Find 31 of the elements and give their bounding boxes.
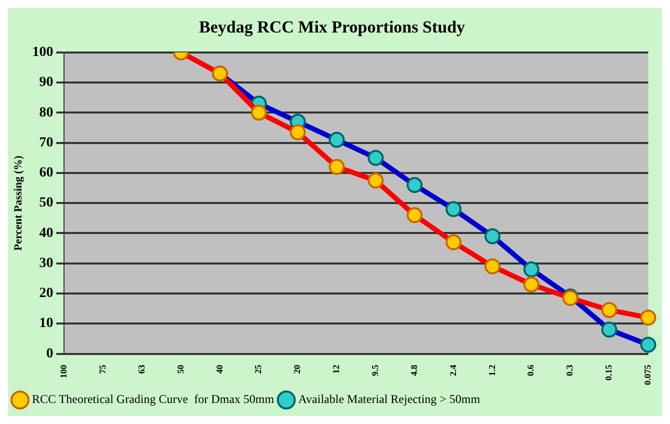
- y-tick-label: 90: [39, 75, 54, 90]
- x-tick-label: 1.2: [486, 364, 497, 376]
- y-tick-label: 50: [39, 196, 54, 211]
- y-axis-title: Percent Passing (%): [12, 155, 24, 251]
- x-tick-label: 63: [136, 364, 146, 374]
- y-tick-label: 0: [46, 346, 54, 362]
- x-tick-label: 9.5: [370, 364, 380, 376]
- chart-title: Beydag RCC Mix Proportions Study: [198, 18, 466, 37]
- x-tick-label: 20: [292, 364, 302, 374]
- x-tick-label: 0.6: [526, 364, 536, 376]
- x-tick-label: 100: [58, 364, 69, 378]
- y-tick-label: 40: [39, 226, 54, 241]
- y-tick-label: 10: [39, 316, 54, 332]
- y-tick-label: 30: [39, 256, 54, 271]
- legend-label: RCC Theoretical Grading Curve for Dmax 50mm: [32, 392, 275, 406]
- y-tick-label: 80: [39, 105, 54, 120]
- x-tick-label: 0.3: [564, 364, 575, 376]
- x-tick-label: 40: [214, 364, 224, 374]
- y-tick-label: 60: [39, 166, 54, 181]
- y-tick-label: 70: [39, 135, 54, 150]
- x-tick-label: 50: [175, 364, 186, 374]
- x-tick-label: 12: [331, 364, 342, 374]
- x-tick-label: 75: [97, 364, 108, 374]
- y-tick-label: 20: [39, 286, 54, 302]
- x-tick-label: 2.4: [448, 364, 458, 376]
- x-tick-label: 4.8: [408, 364, 419, 376]
- y-tick-label: 100: [32, 45, 54, 60]
- x-tick-label: 0.15: [604, 364, 614, 380]
- legend-label: Available Material Rejecting > 50mm: [298, 392, 481, 406]
- x-tick-label: 25: [253, 364, 264, 374]
- x-tick-label: 0.075: [642, 364, 653, 385]
